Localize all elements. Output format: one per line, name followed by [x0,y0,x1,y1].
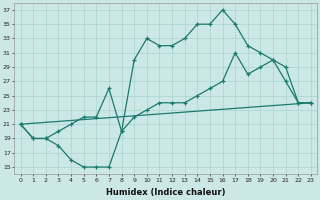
X-axis label: Humidex (Indice chaleur): Humidex (Indice chaleur) [106,188,226,197]
